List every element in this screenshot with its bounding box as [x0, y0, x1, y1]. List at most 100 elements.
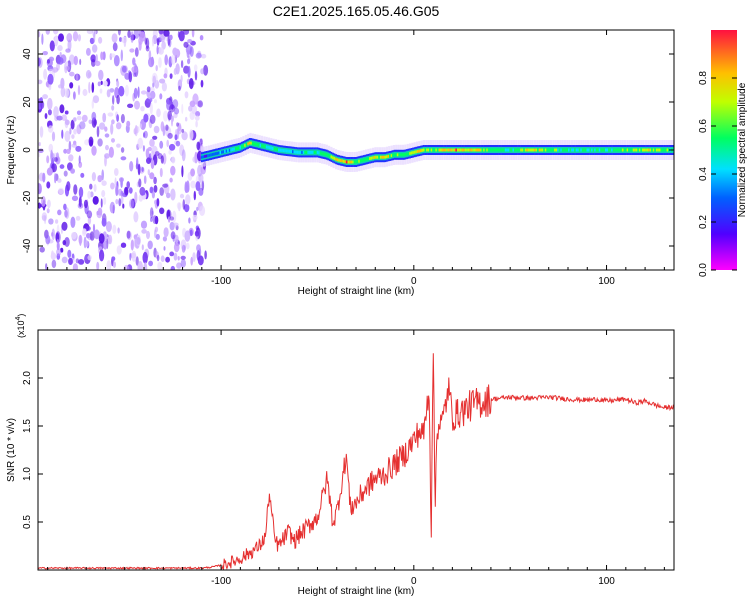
noise-speckle — [67, 249, 72, 258]
ridge-core — [638, 148, 641, 152]
ridge-core — [216, 151, 219, 155]
ridge-core — [327, 153, 330, 157]
noise-speckle — [155, 233, 160, 240]
noise-speckle — [89, 231, 95, 241]
noise-speckle — [192, 252, 196, 263]
noise-speckle — [59, 104, 65, 114]
noise-speckle — [142, 190, 146, 196]
noise-speckle — [96, 261, 100, 270]
noise-speckle — [138, 178, 142, 188]
noise-speckle — [103, 197, 107, 205]
noise-speckle — [112, 224, 117, 234]
noise-speckle — [148, 260, 154, 267]
ridge-core — [601, 148, 604, 152]
ridge-core — [589, 148, 592, 152]
noise-speckle — [111, 256, 116, 262]
noise-speckle — [134, 124, 138, 137]
ridge-core — [555, 148, 558, 152]
noise-speckle — [181, 103, 184, 114]
noise-speckle — [180, 60, 184, 69]
noise-speckle — [51, 163, 57, 173]
noise-speckle — [65, 65, 70, 71]
noise-speckle — [156, 45, 159, 55]
noise-speckle — [53, 106, 59, 118]
noise-speckle — [142, 145, 145, 152]
noise-speckle — [150, 159, 155, 170]
ridge-core — [473, 148, 476, 152]
ridge-core — [398, 153, 401, 157]
ridge-core — [275, 147, 277, 151]
noise-speckle — [154, 99, 157, 104]
noise-speckle — [172, 47, 178, 56]
ridge-core — [245, 143, 248, 146]
spectrogram-ytick-label: 0 — [22, 147, 33, 153]
noise-speckle — [47, 97, 53, 110]
ridge-core — [221, 150, 223, 154]
ridge-core — [588, 148, 590, 152]
noise-speckle — [151, 191, 155, 199]
ridge-core — [538, 148, 541, 152]
noise-speckle — [88, 119, 93, 125]
noise-speckle — [48, 68, 54, 74]
noise-speckle — [143, 113, 149, 123]
noise-speckle — [80, 172, 85, 178]
noise-speckle — [195, 181, 201, 192]
noise-speckle — [162, 236, 167, 242]
noise-speckle — [106, 89, 111, 98]
noise-speckle — [126, 120, 131, 128]
noise-speckle — [161, 82, 167, 92]
ridge-core — [541, 148, 544, 152]
noise-speckle — [124, 84, 129, 97]
noise-speckle — [46, 155, 50, 164]
noise-speckle — [55, 231, 61, 244]
noise-speckle — [44, 214, 47, 225]
noise-speckle — [120, 193, 124, 205]
noise-speckle — [57, 57, 64, 65]
noise-speckle — [194, 115, 200, 121]
noise-speckle — [178, 85, 181, 92]
ridge-core — [426, 148, 428, 152]
noise-speckle — [98, 69, 104, 81]
ridge-core — [655, 148, 658, 152]
noise-speckle — [126, 230, 131, 239]
noise-speckle — [99, 122, 106, 130]
noise-speckle — [120, 242, 127, 248]
ridge-core — [255, 142, 257, 146]
noise-speckle — [184, 203, 190, 213]
ridge-core — [568, 148, 570, 152]
noise-speckle — [46, 208, 50, 214]
noise-speckle — [193, 190, 196, 201]
noise-speckle — [130, 31, 134, 43]
ridge-core — [614, 148, 616, 152]
noise-speckle — [49, 40, 55, 52]
ridge-core — [648, 148, 650, 152]
ridge-core — [637, 148, 640, 152]
spectrogram-ytick-label: -40 — [22, 238, 33, 253]
ridge-core — [339, 159, 342, 163]
noise-speckle — [177, 255, 180, 261]
noise-speckle — [46, 181, 51, 189]
noise-speckle — [170, 265, 175, 270]
ridge-core — [416, 149, 419, 153]
noise-speckle — [56, 115, 63, 121]
ridge-core — [392, 153, 394, 157]
ridge-core — [563, 148, 566, 152]
ridge-core — [635, 148, 638, 152]
ridge-core — [316, 150, 319, 154]
noise-speckle — [85, 240, 89, 248]
noise-speckle — [50, 149, 53, 161]
ridge-core — [288, 149, 291, 153]
noise-speckle — [199, 35, 204, 41]
ridge-core — [432, 148, 435, 152]
noise-speckle — [172, 222, 179, 227]
noise-speckle — [185, 194, 191, 205]
snr-ylabel: SNR (10 * v/v) — [6, 418, 17, 482]
noise-speckle — [38, 148, 44, 154]
noise-speckle — [163, 30, 170, 37]
ridge-core — [296, 150, 299, 154]
noise-speckle — [47, 125, 54, 133]
noise-speckle — [159, 140, 164, 149]
ridge-core — [544, 148, 547, 152]
noise-speckle — [171, 156, 176, 164]
ridge-core — [248, 141, 251, 145]
